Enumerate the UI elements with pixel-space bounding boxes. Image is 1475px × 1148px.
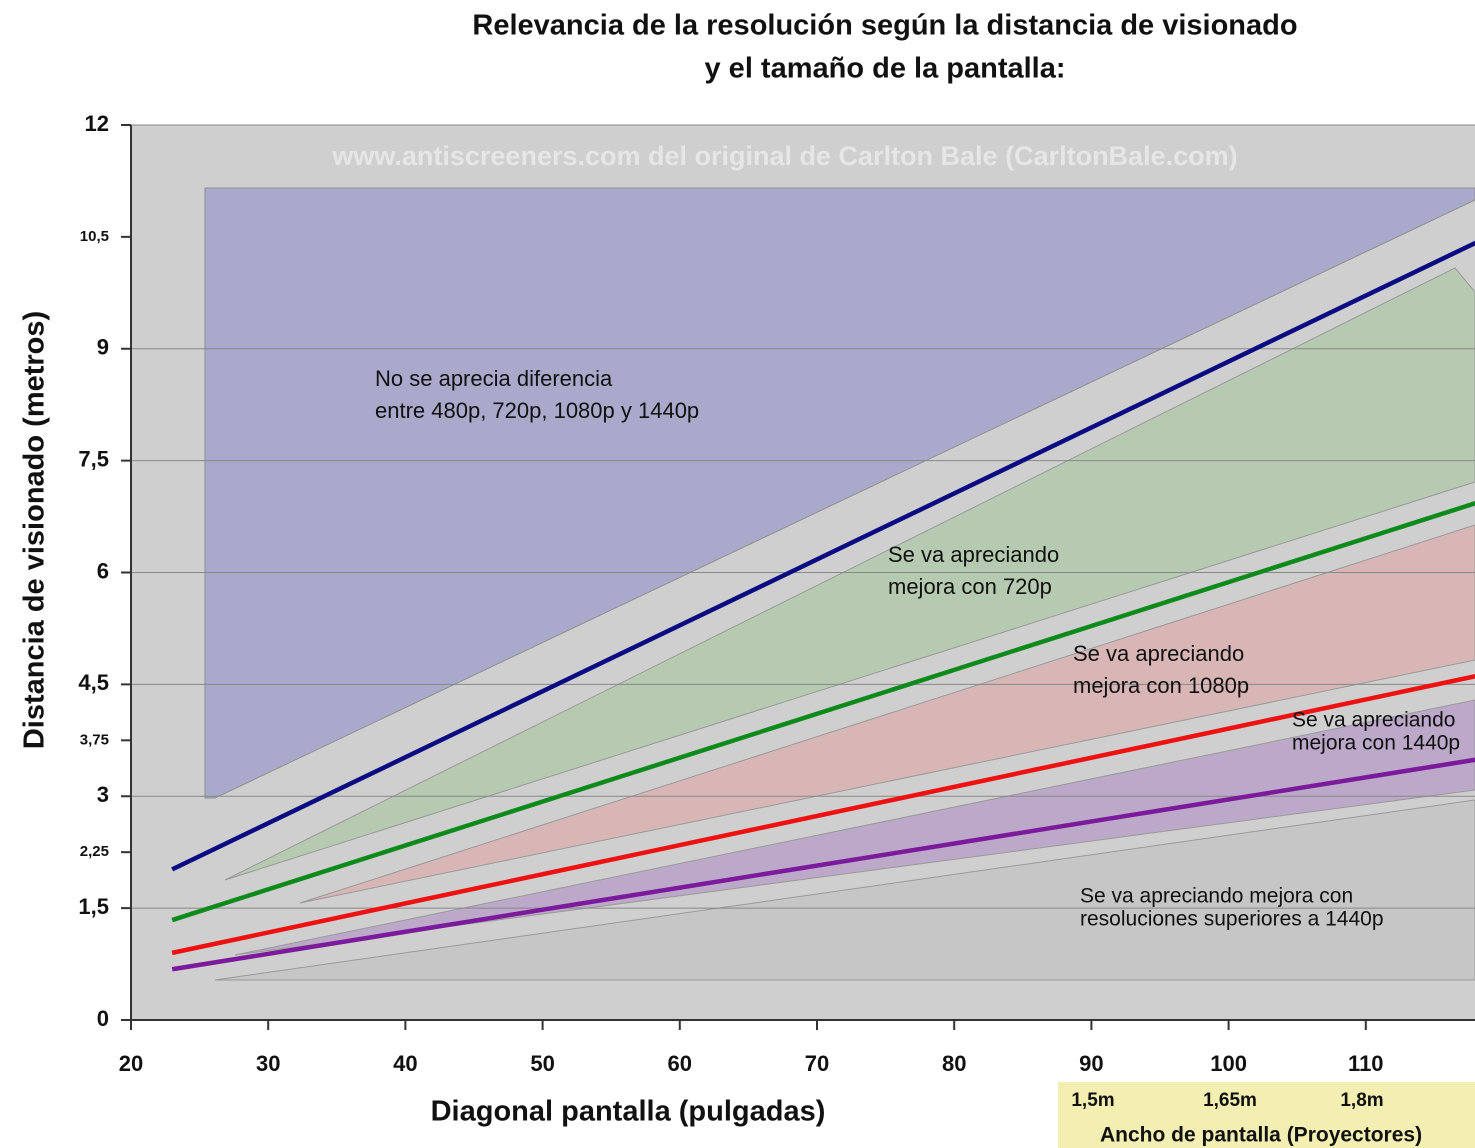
y-tick-label: 4,5 <box>78 670 109 695</box>
y-tick-label: 7,5 <box>78 446 109 471</box>
x-tick-label: 20 <box>119 1051 143 1076</box>
annotation: entre 480p, 720p, 1080p y 1440p <box>375 398 699 423</box>
x-tick-label: 110 <box>1348 1051 1384 1076</box>
y-axis-label: Distancia de visionado (metros) <box>19 311 51 749</box>
x-tick-label: 40 <box>393 1051 417 1076</box>
annotation: mejora con 720p <box>888 574 1052 599</box>
x-axis-label: Diagonal pantalla (pulgadas) <box>431 1096 826 1128</box>
region-720p <box>224 267 1475 881</box>
x-tick-label: 30 <box>256 1051 280 1076</box>
series-line <box>171 240 1475 872</box>
region-higher <box>214 799 1475 981</box>
region-1440p <box>234 699 1475 956</box>
y-tick-label: 9 <box>97 335 109 360</box>
x-tick-label: 70 <box>805 1051 829 1076</box>
screen-width-label: 1,65m <box>1203 1090 1257 1111</box>
y-tick-label: 3 <box>97 782 109 807</box>
screen-width-title: Ancho de pantalla (Proyectores) <box>1100 1124 1422 1147</box>
series-line <box>171 500 1475 923</box>
chart-title: y el tamaño de la pantalla: <box>705 53 1066 85</box>
annotation: resoluciones superiores a 1440p <box>1080 908 1384 931</box>
annotation: Se va apreciando <box>1292 709 1455 732</box>
screen-width-box <box>1058 1082 1475 1148</box>
x-tick-label: 100 <box>1210 1051 1247 1076</box>
watermark: www.antiscreeners.com del original de Ca… <box>331 141 1237 171</box>
x-tick-label: 90 <box>1079 1051 1103 1076</box>
y-tick-label: 1,5 <box>78 894 109 919</box>
chart-title: Relevancia de la resolución según la dis… <box>472 10 1297 42</box>
annotation: No se aprecia diferencia <box>375 366 613 391</box>
region-no-difference <box>204 187 1475 799</box>
annotation: mejora con 1080p <box>1073 673 1249 698</box>
annotation: Se va apreciando <box>888 542 1059 567</box>
x-tick-label: 80 <box>942 1051 966 1076</box>
series-line <box>171 673 1475 956</box>
y-tick-label: 6 <box>97 558 109 583</box>
region-1080p <box>299 524 1475 904</box>
y-tick-label: 12 <box>85 111 109 136</box>
screen-width-label: 1,5m <box>1071 1090 1114 1111</box>
y-tick-label: 10,5 <box>80 228 109 245</box>
screen-width-label: 1,8m <box>1340 1090 1383 1111</box>
series-line <box>171 757 1475 972</box>
x-tick-label: 60 <box>668 1051 692 1076</box>
annotation: mejora con 1440p <box>1292 732 1460 755</box>
y-tick-label: 2,25 <box>80 843 109 860</box>
y-tick-label: 3,75 <box>80 731 109 748</box>
y-tick-label: 0 <box>97 1006 109 1031</box>
x-tick-label: 50 <box>530 1051 554 1076</box>
annotation: Se va apreciando mejora con <box>1080 885 1353 908</box>
annotation: Se va apreciando <box>1073 641 1244 666</box>
